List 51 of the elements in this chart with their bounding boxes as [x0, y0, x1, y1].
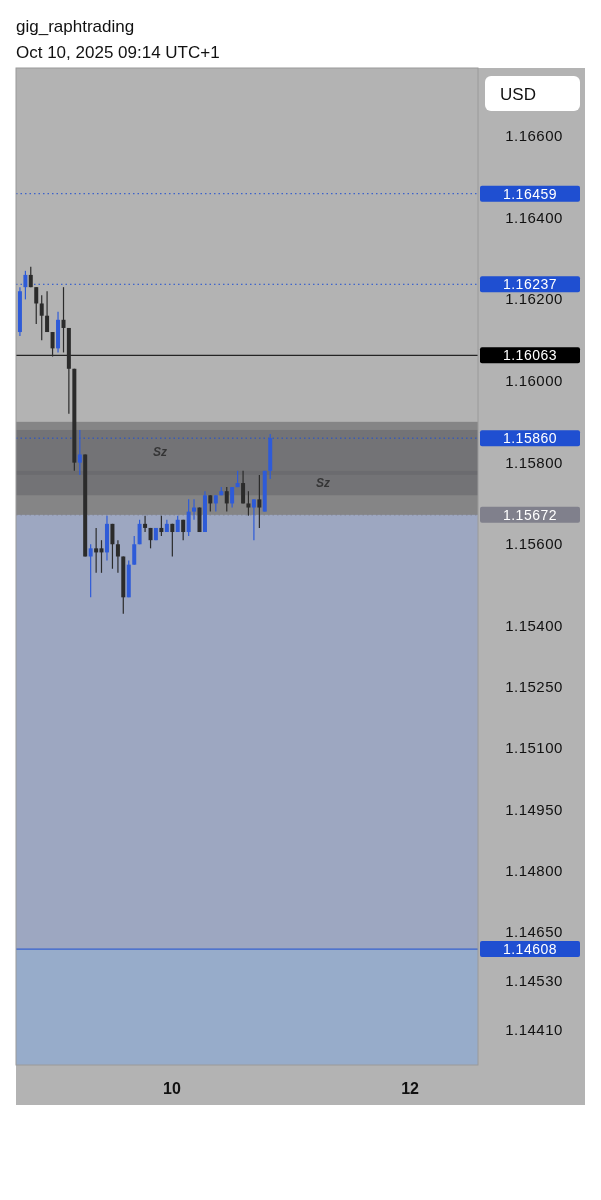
candlestick: [50, 331, 55, 358]
y-tick-label: 1.15400: [505, 616, 563, 634]
ref-line-label: 1.16063: [502, 347, 558, 364]
ref-line-label: 1.16237: [502, 276, 558, 293]
candlestick: [257, 474, 262, 529]
ref-line-label: 1.15860: [502, 430, 558, 447]
candlestick: [241, 470, 246, 505]
y-tick-label: 1.16400: [505, 208, 563, 226]
candlestick: [23, 270, 28, 300]
y-tick-label: 1.16600: [505, 127, 563, 145]
candlestick: [94, 527, 99, 574]
band-label: Sz: [315, 476, 331, 491]
candlestick: [110, 523, 115, 570]
candlestick: [61, 286, 66, 354]
candlestick: [39, 294, 44, 341]
candlestick: [132, 535, 137, 566]
candlestick: [45, 290, 50, 333]
candlestick: [137, 519, 142, 545]
y-tick-label: 1.14950: [505, 800, 563, 818]
y-tick-label: 1.14410: [505, 1020, 563, 1038]
candlestick: [246, 490, 251, 517]
y-tick-label: 1.14530: [505, 971, 563, 989]
candlestick: [170, 523, 175, 558]
y-tick-label: 1.15800: [505, 453, 563, 471]
text: USD: [500, 85, 536, 104]
candlestick: [192, 498, 197, 521]
chart-title: gig_raphtrading: [16, 17, 135, 36]
y-tick-label: 1.16200: [505, 290, 563, 308]
candlestick: [230, 486, 235, 509]
band-label: Sz: [152, 445, 168, 460]
x-tick-label: 12: [401, 1080, 420, 1097]
ref-line-label: 1.14608: [502, 941, 558, 958]
y-tick-label: 1.16000: [505, 372, 563, 390]
y-tick-label: 1.15250: [505, 678, 563, 696]
ref-line-label: 1.16459: [502, 185, 558, 202]
y-tick-label: 1.14650: [505, 922, 563, 940]
candlestick: [88, 543, 93, 598]
y-tick-label: 1.14800: [505, 861, 563, 879]
candlestick: [224, 486, 229, 513]
candlestick: [143, 515, 148, 533]
candlestick: [186, 498, 191, 537]
candlestick: [251, 498, 256, 541]
candlestick: [115, 539, 120, 574]
candlestick: [77, 429, 82, 476]
y-tick-label: 1.15100: [505, 739, 563, 757]
candlestick: [34, 286, 39, 325]
candlestick: [159, 515, 164, 537]
chart-subtitle: Oct 10, 2025 09:14 UTC+1: [16, 43, 220, 62]
ref-line-label: 1.15672: [502, 506, 558, 523]
x-tick-label: 10: [163, 1080, 181, 1097]
y-tick-label: 1.15600: [505, 535, 563, 553]
